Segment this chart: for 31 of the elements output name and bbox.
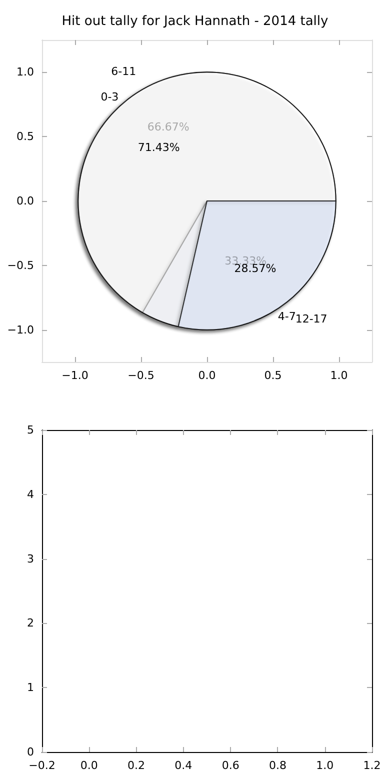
y-tick-label: 1 [27, 681, 34, 694]
y-tick-label: 0.5 [16, 130, 34, 144]
y-tick-label: 2 [27, 616, 34, 630]
x-tick-label: 0.0 [198, 369, 216, 382]
slice-label: 0-3 [100, 90, 119, 104]
x-tick-label: 0.5 [264, 369, 282, 382]
x-tick-label: −0.2 [28, 759, 56, 772]
x-tick-label: 0.0 [80, 759, 98, 772]
y-tick-label: 4 [27, 488, 34, 501]
x-tick-label: 1.0 [330, 369, 348, 382]
x-tick-label: 0.8 [268, 759, 286, 772]
y-tick-label: 3 [27, 552, 34, 566]
x-tick-label: 0.2 [128, 759, 146, 772]
x-tick-label: 0.4 [174, 759, 192, 772]
y-tick-label: −0.5 [7, 258, 34, 272]
data-label: 71.43% [138, 141, 180, 154]
y-tick-label: 0 [27, 746, 34, 758]
slice-label: 4-7 [278, 310, 296, 324]
y-tick-label: 1.0 [16, 66, 34, 79]
slice-label: 12-17 [295, 312, 328, 326]
data-label: 66.67% [147, 120, 190, 134]
x-tick-label: 1.0 [316, 759, 334, 772]
x-tick-label: 1.2 [363, 759, 381, 772]
x-tick-label: −0.5 [128, 369, 154, 382]
y-tick-label: −1.0 [7, 323, 34, 336]
x-tick-label: −1.0 [62, 369, 88, 382]
y-tick-label: 5 [27, 424, 34, 436]
chart-title: Hit out tally for Jack Hannath - 2014 tally [62, 14, 329, 29]
x-tick-label: 0.6 [222, 759, 240, 772]
y-tick-label: 0.0 [16, 194, 34, 208]
slice-label: 6-11 [111, 64, 136, 78]
